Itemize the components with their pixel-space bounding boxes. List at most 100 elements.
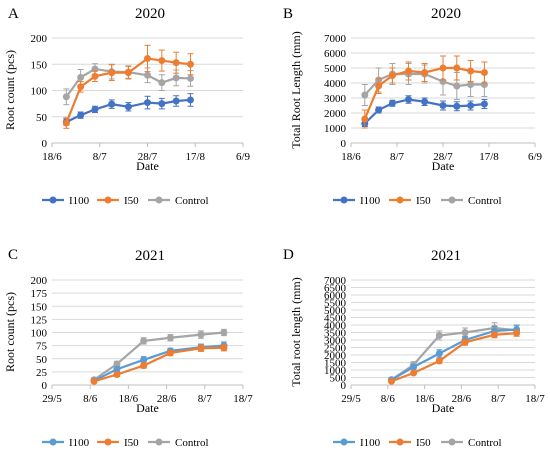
x-tick-label: 18/7 <box>525 393 545 405</box>
data-point <box>513 329 521 337</box>
data-point <box>62 93 70 101</box>
y-tick-label: 200 <box>31 275 48 287</box>
y-axis-label: Root count (pcs) <box>3 50 17 130</box>
data-point <box>91 105 99 113</box>
data-point <box>461 338 469 346</box>
data-point <box>375 82 383 90</box>
y-tick-label: 100 <box>31 86 48 98</box>
data-point <box>186 96 194 104</box>
legend-swatch-marker <box>340 196 348 204</box>
chart-title: 2020 <box>135 6 165 22</box>
data-point <box>144 71 151 79</box>
data-point <box>197 331 205 339</box>
y-tick-label: 0 <box>341 138 347 150</box>
legend-label: Control <box>175 195 209 207</box>
legend-swatch-marker <box>448 438 456 446</box>
series-line <box>93 331 225 381</box>
legend-label: I50 <box>124 437 139 449</box>
x-axis-label: Date <box>136 159 159 173</box>
data-point <box>108 69 116 77</box>
y-tick-label: 6000 <box>324 48 347 60</box>
data-point <box>144 54 151 62</box>
y-tick-label: 75 <box>36 341 48 353</box>
y-tick-label: 1000 <box>324 365 347 377</box>
y-tick-label: 5500 <box>324 298 347 310</box>
x-tick-label: 18/6 <box>415 393 435 405</box>
legend-label: Control <box>468 437 502 449</box>
data-point <box>491 331 499 339</box>
data-point <box>375 106 383 114</box>
y-tick-label: 3000 <box>324 335 347 347</box>
data-point <box>361 115 369 123</box>
data-point <box>166 334 174 342</box>
data-point <box>113 360 121 368</box>
chart-title: 2021 <box>135 248 165 264</box>
x-tick-label: 18/6 <box>119 393 139 405</box>
data-point <box>140 356 148 364</box>
data-point <box>435 332 443 339</box>
legend-label: I50 <box>416 195 431 207</box>
data-point <box>77 73 85 81</box>
data-point <box>186 60 194 68</box>
legend-label: I50 <box>124 195 139 207</box>
legend: I100 I50 Control <box>333 437 502 449</box>
y-tick-label: 100 <box>31 328 48 340</box>
x-tick-label: 17/8 <box>479 151 499 163</box>
y-tick-label: 2500 <box>324 343 347 355</box>
data-point <box>405 67 412 75</box>
legend-label: Control <box>468 195 502 207</box>
x-tick-label: 29/5 <box>341 393 361 405</box>
legend-swatch-marker <box>104 196 112 204</box>
legend-label: I50 <box>416 437 431 449</box>
x-tick-label: 8/7 <box>198 393 213 405</box>
legend-label: Control <box>175 437 209 449</box>
y-tick-label: 2000 <box>324 350 347 362</box>
legend-swatch-marker <box>155 438 163 446</box>
series-i50 <box>387 329 521 385</box>
x-tick-label: 28/7 <box>433 151 453 163</box>
data-point <box>480 69 488 76</box>
series-i50 <box>361 55 488 129</box>
series-i50 <box>62 44 194 129</box>
y-tick-label: 1500 <box>324 358 347 370</box>
data-point <box>172 74 180 82</box>
data-point <box>197 344 205 352</box>
data-point <box>108 100 116 108</box>
data-point <box>467 67 475 75</box>
data-point <box>158 100 166 108</box>
data-point <box>124 69 132 77</box>
y-tick-label: 150 <box>31 301 48 313</box>
panel-b: B 2020 0 1000 2000 3000 4000 5000 6000 7000 18/6 8/… <box>283 6 543 207</box>
legend-swatch-marker <box>49 196 57 204</box>
y-tick-label: 0 <box>42 380 48 392</box>
legend-swatch-marker <box>340 438 348 446</box>
data-point <box>388 99 396 107</box>
y-tick-label: 7000 <box>324 275 347 287</box>
series-i100 <box>62 93 194 126</box>
y-tick-label: 0 <box>42 138 48 150</box>
x-tick-label: 6/9 <box>528 151 543 163</box>
y-tick-label: 1000 <box>324 123 347 135</box>
x-axis-label: Date <box>432 401 455 415</box>
series-line <box>390 326 517 381</box>
x-tick-label: 8/7 <box>93 151 108 163</box>
data-point <box>439 64 447 72</box>
y-tick-label: 5000 <box>324 63 347 75</box>
data-point <box>421 69 429 76</box>
data-point <box>453 82 461 90</box>
series-i100 <box>361 95 488 127</box>
data-point <box>158 57 166 65</box>
y-tick-label: 5000 <box>324 305 347 317</box>
y-tick-label: 7000 <box>324 33 347 45</box>
series-line <box>391 332 517 383</box>
y-tick-label: 4500 <box>324 313 347 325</box>
x-tick-label: 28/6 <box>452 393 472 405</box>
data-point <box>158 79 166 87</box>
data-point <box>186 74 194 82</box>
legend-swatch-marker <box>396 438 404 446</box>
data-point <box>480 100 488 108</box>
legend-swatch-marker <box>448 196 456 204</box>
data-point <box>144 99 151 107</box>
